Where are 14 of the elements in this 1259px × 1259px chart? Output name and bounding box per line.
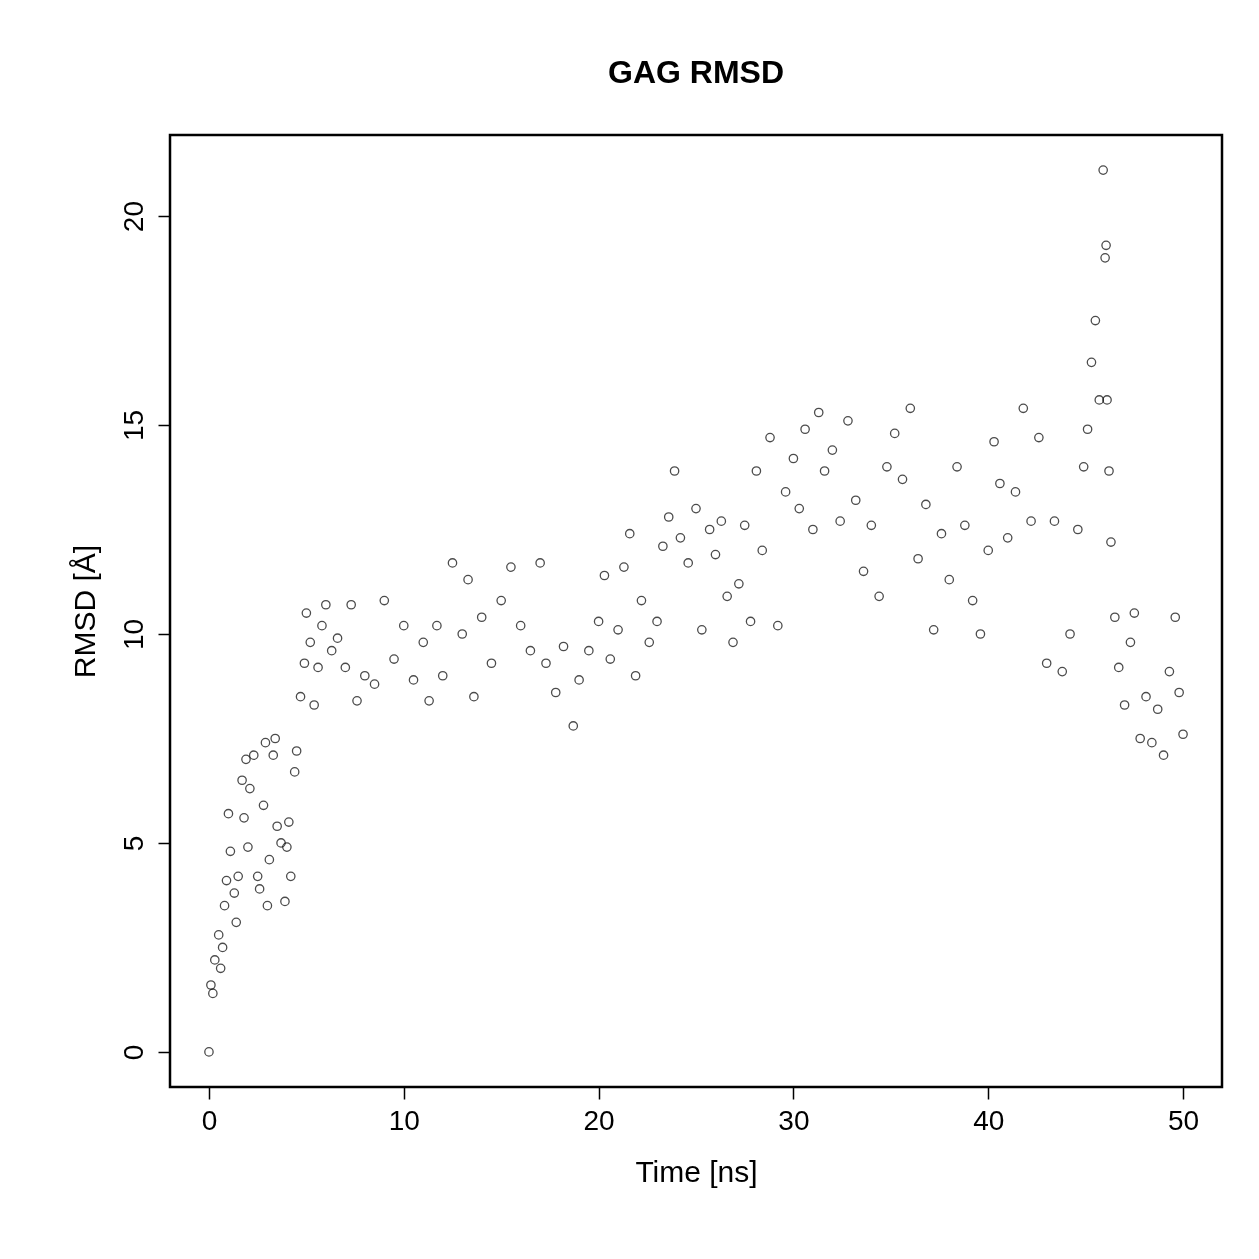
x-axis-title: Time [ns] (635, 1154, 758, 1188)
y-axis-title: RMSD [Å] (67, 544, 101, 679)
y-tick-label: 20 (117, 201, 149, 233)
chart-title: GAG RMSD (608, 54, 784, 90)
x-tick-label: 10 (388, 1104, 420, 1136)
x-tick-label: 0 (201, 1104, 218, 1136)
x-tick-label: 20 (583, 1104, 615, 1136)
y-tick-label: 5 (117, 835, 149, 852)
y-tick-label: 15 (117, 409, 149, 442)
x-tick-label: 50 (1167, 1104, 1200, 1136)
y-tick-label: 0 (117, 1044, 149, 1061)
y-tick-label: 10 (117, 618, 149, 651)
x-tick-label: 40 (973, 1104, 1005, 1136)
x-tick-label: 30 (778, 1104, 810, 1136)
